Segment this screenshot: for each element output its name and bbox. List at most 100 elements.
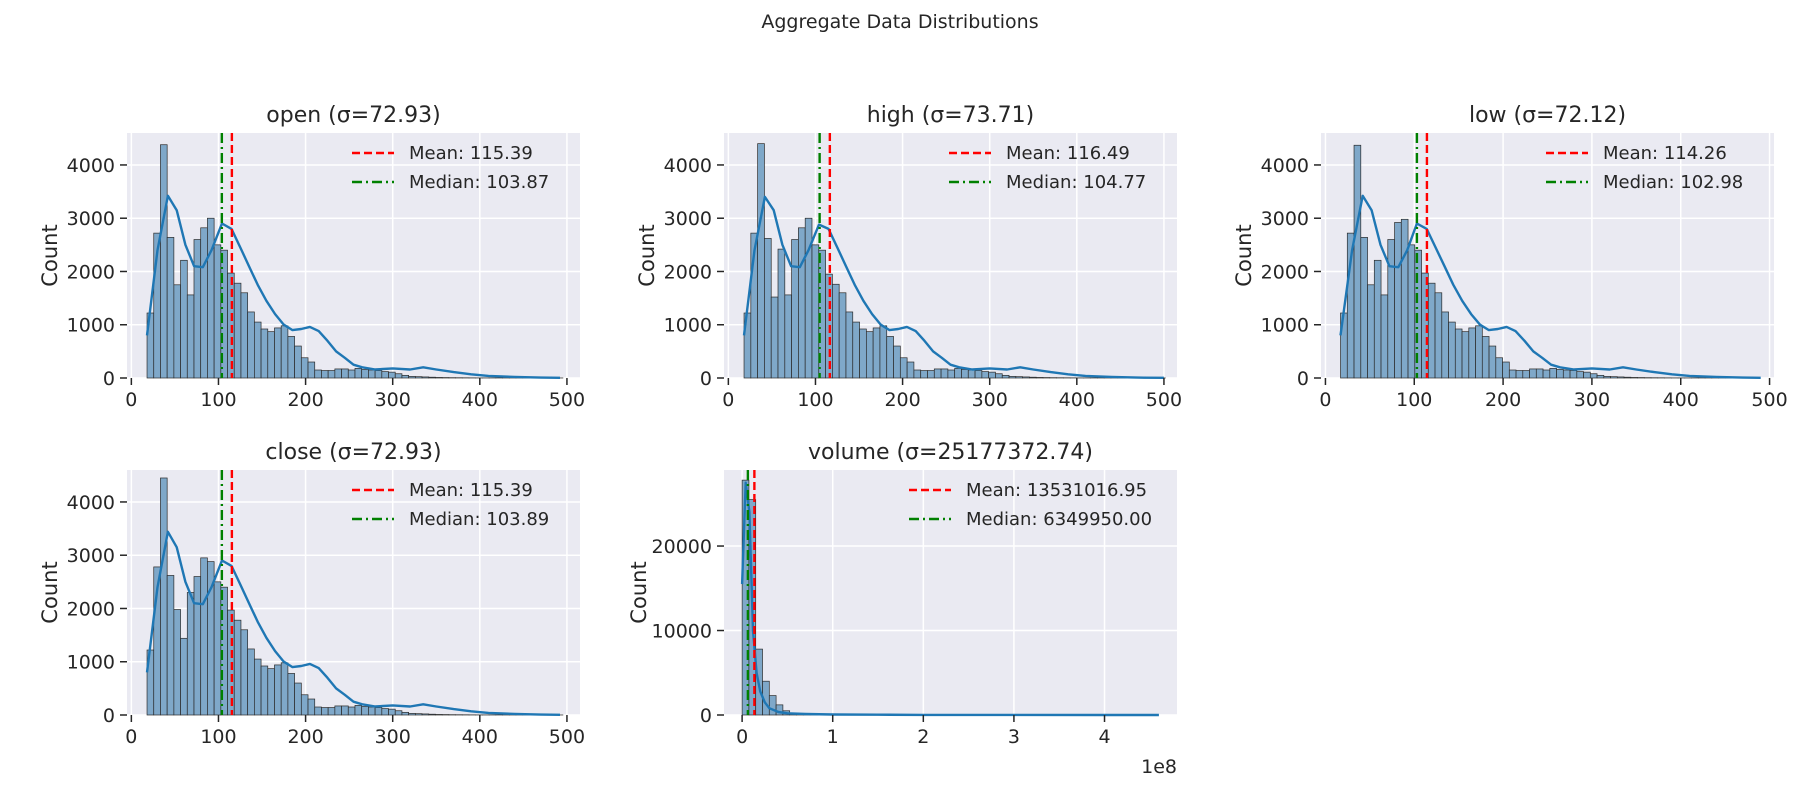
- histogram-bar: [1502, 361, 1510, 379]
- histogram-bar: [1515, 370, 1524, 379]
- histogram-bar: [160, 477, 168, 716]
- x-tick-label: 100: [200, 389, 236, 411]
- x-tick-label: 100: [200, 726, 236, 748]
- histogram-bar: [247, 648, 255, 716]
- legend-mean-label: Mean: 13531016.95: [966, 480, 1147, 501]
- y-tick-label: 1000: [1261, 315, 1309, 337]
- histogram-bar: [280, 325, 289, 379]
- histogram-bar: [1367, 284, 1375, 379]
- x-tick-label: 100: [1396, 389, 1432, 411]
- histogram-bar: [193, 576, 202, 716]
- legend-mean-label: Mean: 115.39: [409, 143, 533, 164]
- y-tick-label: 0: [1297, 368, 1309, 390]
- histogram-bar: [1407, 244, 1416, 379]
- histogram-bar: [1495, 357, 1503, 379]
- histogram-bar: [354, 368, 363, 379]
- histogram-bar: [757, 143, 765, 379]
- histogram-bar: [1427, 282, 1436, 379]
- histogram-bar: [327, 707, 336, 716]
- histogram-bar: [247, 311, 255, 379]
- histogram-bar: [307, 698, 316, 716]
- histogram-bar: [906, 361, 915, 379]
- x-tick-label: 0: [125, 389, 137, 411]
- histogram-bar: [347, 369, 356, 379]
- histogram-bar: [1549, 368, 1557, 379]
- x-tick-label: 100: [797, 389, 833, 411]
- subplot-title: volume (σ=25177372.74): [808, 440, 1093, 465]
- y-tick-label: 3000: [664, 208, 712, 230]
- legend-median-label: Median: 103.87: [409, 172, 549, 193]
- legend-mean-label: Mean: 115.39: [409, 480, 533, 501]
- histogram-bar: [394, 710, 403, 716]
- histogram-bar: [1380, 294, 1389, 379]
- histogram-bar: [294, 682, 302, 716]
- histogram-bar: [287, 336, 295, 379]
- histogram-bar: [1468, 327, 1476, 379]
- histogram-bar: [173, 609, 181, 716]
- x-tick-label: 0: [125, 726, 137, 748]
- histogram-bar: [811, 244, 820, 379]
- histogram-bar: [294, 345, 302, 379]
- histogram-bar: [260, 328, 269, 379]
- histogram-bar: [1556, 369, 1564, 379]
- histogram-bar: [1008, 376, 1017, 379]
- histogram-bar: [314, 706, 322, 716]
- x-tick-label: 3: [1008, 726, 1020, 748]
- y-tick-label: 0: [103, 705, 115, 727]
- histogram-bar: [341, 705, 349, 716]
- legend-median-label: Median: 102.98: [1603, 172, 1743, 193]
- histogram-bar: [401, 374, 409, 379]
- histogram-bar: [1353, 144, 1362, 379]
- histogram-bar: [361, 706, 369, 716]
- histogram-bar: [768, 695, 777, 716]
- histogram-bar: [1576, 371, 1584, 379]
- histogram-bar: [361, 369, 369, 379]
- x-tick-label: 500: [549, 389, 585, 411]
- histogram-bar: [260, 665, 269, 716]
- histogram-bar: [1441, 311, 1449, 379]
- histogram-bar: [1394, 222, 1402, 379]
- x-tick-label: 500: [1146, 389, 1182, 411]
- histogram-bar: [1583, 371, 1591, 379]
- histogram-bar: [240, 629, 249, 716]
- histogram-bar: [287, 673, 295, 716]
- kde-curve: [1339, 194, 1761, 379]
- histogram-bar: [770, 296, 779, 379]
- legend: Mean: 115.39 Median: 103.89: [352, 480, 549, 530]
- x-tick-label: 1: [827, 726, 839, 748]
- histogram-bar: [1529, 368, 1537, 379]
- x-tick-label: 400: [462, 389, 498, 411]
- histogram-bar: [1569, 370, 1578, 379]
- histogram-bar: [1022, 376, 1030, 379]
- histogram-bar: [1542, 369, 1551, 379]
- histogram-bar: [435, 714, 443, 716]
- histogram-bar: [381, 371, 389, 379]
- histogram-bar: [401, 711, 409, 716]
- y-tick-label: 2000: [67, 261, 115, 283]
- histogram-bar: [1360, 237, 1368, 379]
- histogram-bar: [1610, 376, 1618, 379]
- legend: Mean: 114.26 Median: 102.98: [1546, 143, 1743, 193]
- histogram-bar: [354, 705, 363, 716]
- histogram-bar: [200, 227, 208, 379]
- x-tick-label: 200: [287, 726, 323, 748]
- histogram-bar: [374, 707, 383, 716]
- histogram-bar: [334, 705, 342, 716]
- histogram-bar: [193, 239, 202, 379]
- histogram-bar: [1535, 368, 1544, 379]
- histogram-bar: [1603, 376, 1611, 379]
- x-tick-label: 0: [1319, 389, 1331, 411]
- histogram-bar: [798, 227, 806, 379]
- subplot-title: high (σ=73.71): [867, 103, 1034, 128]
- histogram-bar: [893, 345, 901, 379]
- y-tick-label: 4000: [67, 155, 115, 177]
- histogram-bar: [280, 662, 289, 716]
- histogram-bar: [327, 370, 336, 379]
- x-tick-label: 0: [736, 726, 748, 748]
- histogram-bar: [321, 707, 329, 716]
- histogram-bar: [913, 369, 922, 379]
- histogram-bar: [233, 619, 242, 716]
- histogram-bar: [845, 311, 854, 379]
- x-tick-label: 200: [287, 389, 323, 411]
